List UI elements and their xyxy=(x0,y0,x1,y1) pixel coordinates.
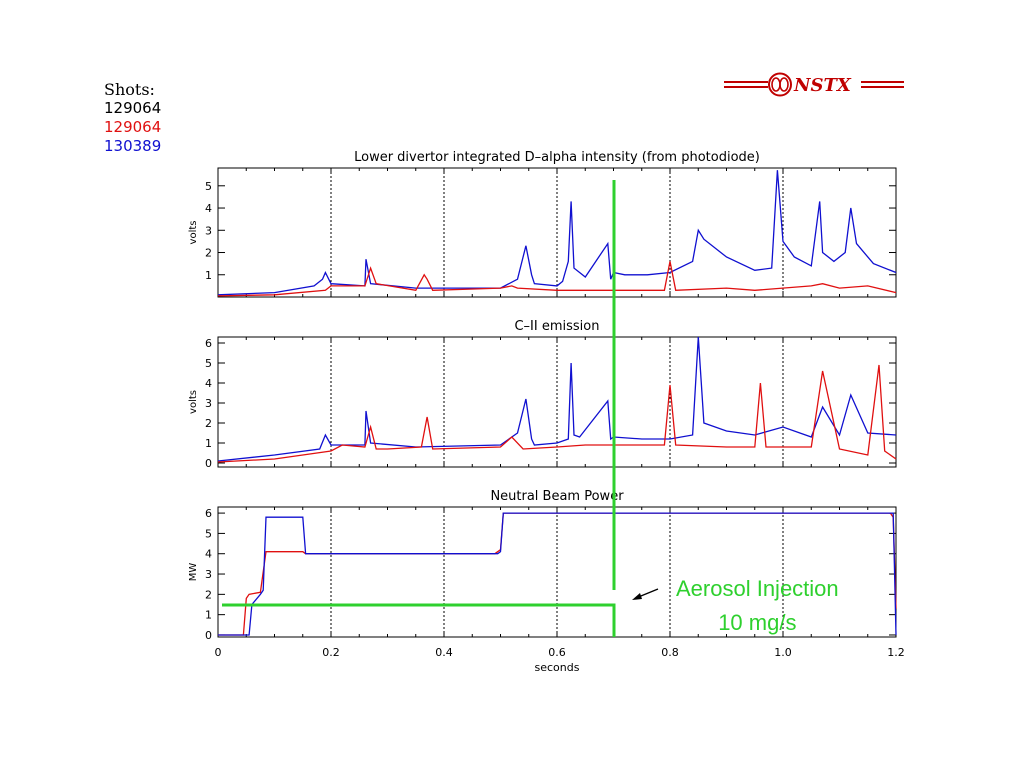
y-tick-label: 6 xyxy=(205,507,212,520)
panel-3: Neutral Beam Power MW 0 1 2 3 4 5 6 xyxy=(188,489,897,642)
panel-title: C–II emission xyxy=(514,319,599,334)
x-tick-label: 1.0 xyxy=(774,646,792,659)
y-tick-label: 3 xyxy=(205,397,212,410)
panel-2: C–II emission volts 0 1 2 3 4 5 6 xyxy=(188,319,897,470)
y-tick-label: 3 xyxy=(205,568,212,581)
injection-rate-line xyxy=(222,603,616,637)
shots-heading: Shots: xyxy=(104,80,155,99)
x-tick-label: 0.4 xyxy=(435,646,453,659)
nstx-logo: NSTX xyxy=(724,72,904,97)
panel-title: Lower divertor integrated D–alpha intens… xyxy=(354,150,760,165)
x-tick-label: 0.2 xyxy=(322,646,340,659)
x-tick-label: 0.6 xyxy=(548,646,566,659)
panel-1: Lower divertor integrated D–alpha intens… xyxy=(188,150,897,298)
y-tick-label: 3 xyxy=(205,224,212,237)
y-tick-label: 2 xyxy=(205,247,212,260)
y-axis-label: volts xyxy=(188,221,199,245)
aerosol-annotation: Aerosol Injection 10 mg/s xyxy=(676,572,839,640)
y-tick-label: 0 xyxy=(205,629,212,642)
y-tick-label: 6 xyxy=(205,337,212,350)
series-line-2 xyxy=(218,512,897,636)
x-axis-label: seconds xyxy=(535,661,580,674)
series-line-2 xyxy=(217,364,897,463)
y-tick-label: 0 xyxy=(205,457,212,470)
y-tick-label: 5 xyxy=(205,527,212,540)
annotation-line-2: 10 mg/s xyxy=(718,610,797,635)
y-tick-label: 1 xyxy=(205,437,212,450)
y-tick-label: 4 xyxy=(205,202,212,215)
arrow-head xyxy=(632,593,642,600)
nstx-emblem-icon xyxy=(768,72,792,97)
y-axis-label: volts xyxy=(188,390,199,414)
y-tick-label: 2 xyxy=(205,417,212,430)
x-tick-label: 0.8 xyxy=(661,646,679,659)
shot-entry-blue: 130389 xyxy=(104,137,162,155)
shot-entry-red: 129064 xyxy=(104,118,162,136)
shot-entry-black: 129064 xyxy=(104,99,162,117)
y-tick-label: 4 xyxy=(205,377,212,390)
panel-title: Neutral Beam Power xyxy=(490,489,624,504)
y-tick-label: 1 xyxy=(205,609,212,622)
y-tick-label: 5 xyxy=(205,357,212,370)
x-tick-label: 1.2 xyxy=(887,646,905,659)
y-axis-label: MW xyxy=(188,563,199,582)
annotation-line-1: Aerosol Injection xyxy=(676,576,839,601)
y-tick-label: 5 xyxy=(205,180,212,193)
y-tick-label: 2 xyxy=(205,588,212,601)
y-tick-label: 1 xyxy=(205,269,212,282)
y-tick-label: 4 xyxy=(205,548,212,561)
shots-legend: Shots: 129064 129064 130389 xyxy=(104,80,161,156)
arrow-left-icon xyxy=(632,588,659,600)
series-line-1 xyxy=(217,336,897,462)
series-line-2 xyxy=(217,261,897,297)
nstx-logo-text: NSTX xyxy=(793,75,852,96)
x-tick-label: 0 xyxy=(215,646,222,659)
series-line-1 xyxy=(217,170,897,296)
